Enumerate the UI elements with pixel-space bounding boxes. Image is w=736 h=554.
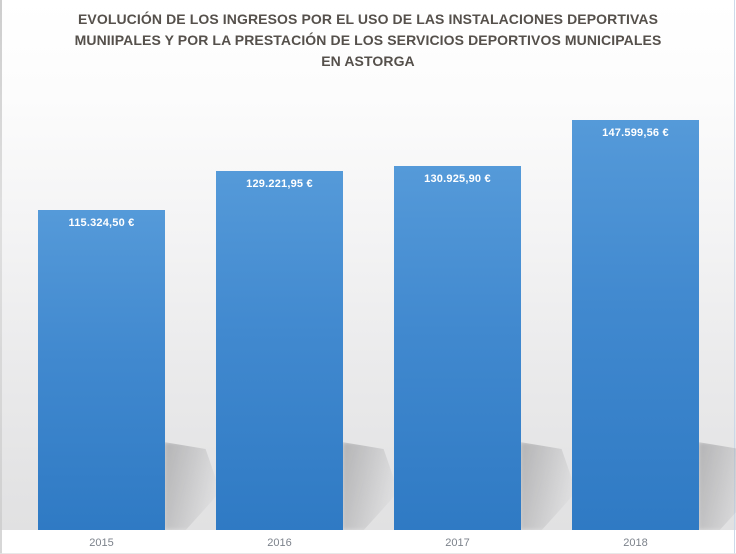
bar-2016: 129.221,95 € [216, 171, 343, 530]
chart-title-line-3: EN ASTORGA [321, 53, 415, 69]
bar-value-label: 130.925,90 € [424, 173, 491, 185]
bar-value-label: 147.599,56 € [602, 127, 669, 139]
left-edge-line [0, 0, 2, 554]
chart-title-line-1: EVOLUCIÓN DE LOS INGRESOS POR EL USO DE … [77, 11, 659, 27]
x-axis-label-2015: 2015 [89, 537, 114, 549]
x-axis-label-2016: 2016 [267, 537, 292, 549]
bar-2015: 115.324,50 € [38, 210, 165, 530]
x-axis-label-2017: 2017 [445, 537, 470, 549]
chart-title-line-2: MUNIIPALES Y POR LA PRESTACIÓN DE LOS SE… [74, 32, 662, 48]
bar-group-2016: 129.221,95 € [216, 0, 394, 530]
bar-group-2018: 147.599,56 € [572, 0, 736, 530]
bar-group-2015: 115.324,50 € [38, 0, 216, 530]
bar-shadow [698, 442, 736, 530]
right-edge-line [734, 0, 735, 554]
x-axis-label-2018: 2018 [623, 537, 648, 549]
bar-2017: 130.925,90 € [394, 166, 521, 530]
bar-2018: 147.599,56 € [572, 120, 699, 530]
bar-value-label: 129.221,95 € [246, 178, 313, 190]
chart-title: EVOLUCIÓN DE LOS INGRESOS POR EL USO DE … [30, 9, 706, 72]
bar-value-label: 115.324,50 € [68, 217, 135, 229]
